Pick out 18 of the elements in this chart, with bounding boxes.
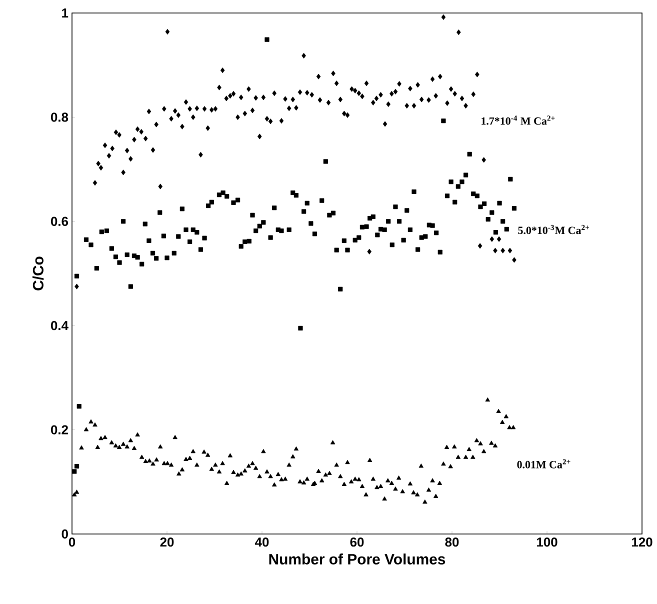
x-axis-title: Number of Pore Volumes	[269, 554, 446, 564]
x-tick-label: 40	[255, 538, 269, 547]
series-label: 5.0*10$^{-3}$M Ca$^{2+}$	[518, 224, 590, 234]
y-tick-label: 0	[62, 529, 68, 539]
y-tick-label: 0.6	[50, 216, 68, 226]
y-tick-label: 0.8	[50, 112, 68, 122]
x-tick-label: 20	[160, 538, 174, 547]
x-tick-label: 80	[445, 538, 459, 547]
y-tick-label: 1	[62, 8, 68, 18]
text: 0.01M Ca$^{2+}$	[517, 459, 570, 468]
x-tick-label: 120	[632, 538, 652, 547]
y-tick-label: 0.2	[50, 425, 68, 434]
x-tick-label: 100	[537, 538, 558, 547]
y-axis-title: C/Co	[32, 256, 44, 290]
series-label: 1.7*10$^{-4}$ M Ca$^{2+}$	[482, 116, 555, 125]
x-tick-label: 60	[350, 538, 364, 547]
y-tick-label: 0.4	[50, 321, 68, 330]
x-tick-label: 0	[68, 538, 76, 547]
